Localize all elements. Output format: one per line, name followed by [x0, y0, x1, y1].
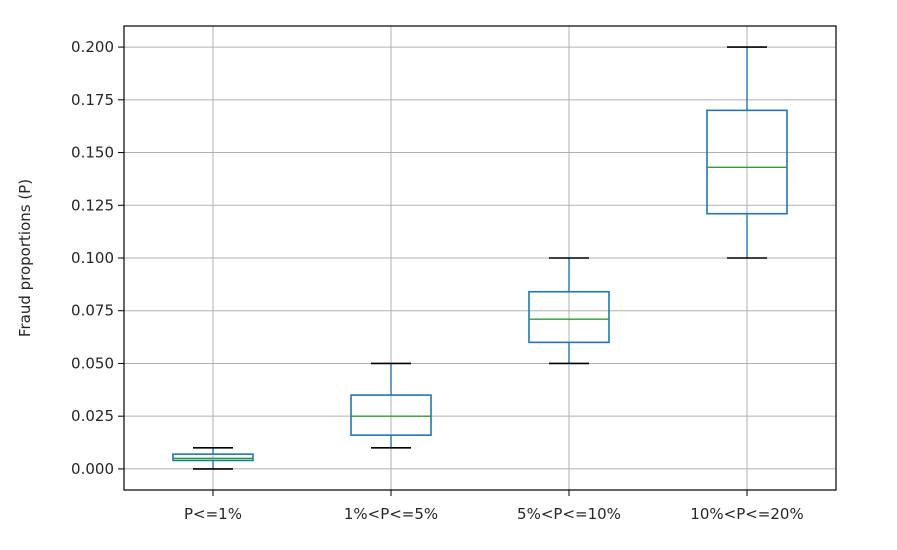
- box-series: [172, 46, 788, 470]
- box-1: [172, 447, 254, 470]
- x-tick-label: 5%<P<=10%: [517, 505, 621, 523]
- y-tick-label: 0.025: [71, 407, 114, 425]
- y-tick-label: 0.050: [71, 354, 114, 372]
- y-tick-label: 0.125: [71, 196, 114, 214]
- y-axis-ticks: 0.000 0.025 0.050 0.075 0.100 0.125 0.150 0.175…: [71, 38, 124, 478]
- x-tick-label: 10%<P<=20%: [690, 505, 803, 523]
- y-tick-label: 0.100: [71, 249, 114, 267]
- y-tick-label: 0.000: [71, 460, 114, 478]
- x-tick-label: P<=1%: [184, 505, 242, 523]
- box-body: [350, 394, 432, 436]
- box-body: [706, 109, 788, 215]
- box-3: [528, 257, 610, 365]
- x-axis-ticks: P<=1% 1%<P<=5% 5%<P<=10% 10%<P<=20%: [184, 490, 804, 523]
- box-body: [528, 290, 610, 344]
- box-4: [706, 46, 788, 259]
- y-axis-label: Fraud proportions (P): [16, 179, 34, 337]
- x-tick-label: 1%<P<=5%: [344, 505, 438, 523]
- y-tick-label: 0.150: [71, 144, 114, 162]
- box-2: [350, 362, 432, 449]
- y-tick-label: 0.175: [71, 91, 114, 109]
- y-tick-label: 0.200: [71, 38, 114, 56]
- y-tick-label: 0.075: [71, 302, 114, 320]
- box-body: [172, 453, 254, 462]
